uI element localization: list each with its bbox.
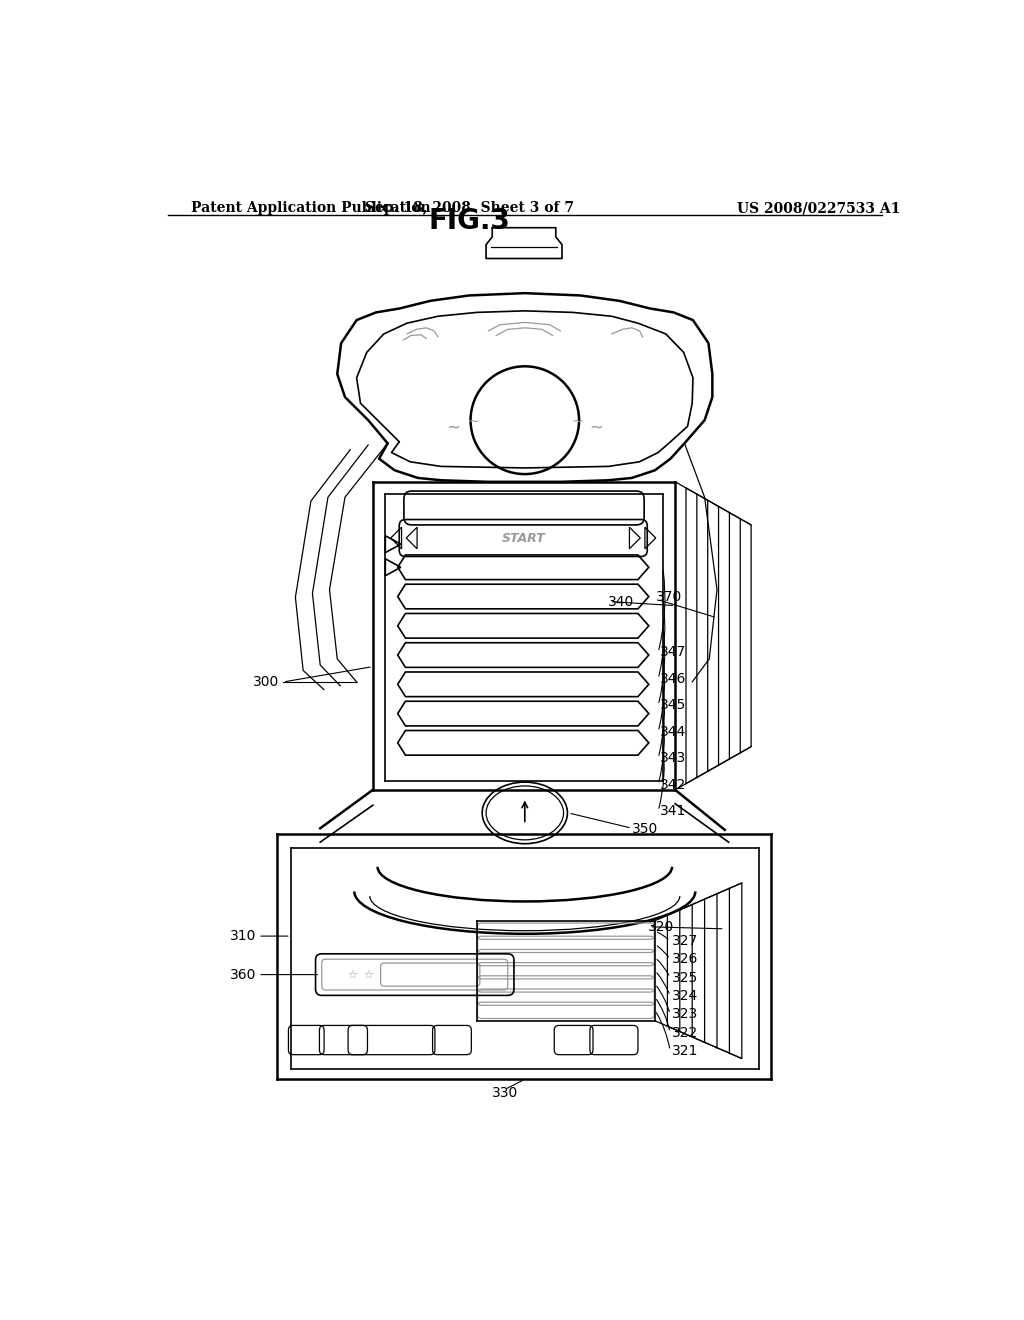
Text: Patent Application Publication: Patent Application Publication	[191, 201, 431, 215]
Text: ~: ~	[589, 418, 603, 437]
Text: 321: 321	[672, 1044, 698, 1057]
Text: 341: 341	[659, 804, 686, 818]
Text: 324: 324	[672, 989, 698, 1003]
Text: US 2008/0227533 A1: US 2008/0227533 A1	[736, 201, 900, 215]
Text: 347: 347	[659, 645, 686, 660]
Text: 327: 327	[672, 935, 698, 948]
Text: 323: 323	[672, 1007, 698, 1022]
Text: 326: 326	[672, 952, 698, 966]
Text: 370: 370	[655, 590, 682, 605]
Text: 322: 322	[672, 1026, 698, 1040]
Text: 342: 342	[659, 777, 686, 792]
Text: ~: ~	[571, 414, 584, 429]
Text: ☆: ☆	[348, 970, 357, 979]
Text: ~: ~	[446, 418, 461, 437]
Text: 300: 300	[253, 675, 280, 689]
Text: 350: 350	[632, 822, 658, 837]
Text: 360: 360	[229, 968, 256, 982]
Text: 325: 325	[672, 970, 698, 985]
Text: 345: 345	[659, 698, 686, 713]
Text: 310: 310	[229, 929, 256, 942]
Text: ~: ~	[467, 414, 478, 429]
Text: START: START	[502, 532, 545, 545]
Text: Sep. 18, 2008  Sheet 3 of 7: Sep. 18, 2008 Sheet 3 of 7	[365, 201, 573, 215]
Text: 343: 343	[659, 751, 686, 766]
Text: ☆: ☆	[364, 970, 374, 979]
Text: FIG.3: FIG.3	[428, 207, 510, 235]
Text: 330: 330	[492, 1086, 518, 1101]
Text: 320: 320	[648, 920, 674, 933]
Text: 340: 340	[608, 594, 635, 609]
Text: 346: 346	[659, 672, 686, 686]
Text: 344: 344	[659, 725, 686, 739]
